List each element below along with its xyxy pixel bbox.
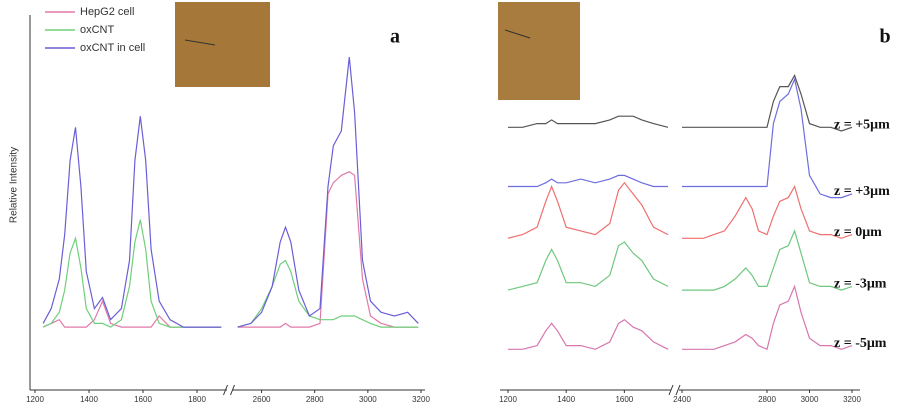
inset-detail [184, 39, 216, 46]
x-tick-label: 1200 [26, 395, 44, 404]
x-tick-label: 1400 [557, 395, 575, 404]
x-tick-label: 1400 [80, 395, 98, 404]
x-tick-label: 3000 [801, 395, 819, 404]
series-label: z = 0μm [834, 225, 882, 240]
panel-label: b [879, 26, 890, 48]
series-line [507, 181, 853, 239]
inset-micrograph [498, 2, 580, 100]
axis-break [668, 384, 681, 396]
series-line [507, 229, 853, 291]
x-tick-label: 3000 [359, 395, 377, 404]
inset-micrograph [175, 2, 270, 87]
x-tick-label: 1800 [188, 395, 206, 404]
x-tick-label: 2800 [306, 395, 324, 404]
x-tick-label: 3200 [843, 395, 861, 404]
series-label: z = +3μm [834, 184, 890, 199]
series-line [42, 219, 419, 328]
x-tick-label: 1600 [134, 395, 152, 404]
legend-label: oxCNT in cell [80, 42, 145, 54]
y-axis-label: Relative Intensity [9, 147, 20, 223]
x-tick-label: 3200 [412, 395, 430, 404]
series-label: z = -3μm [834, 277, 887, 292]
series-line [508, 284, 853, 351]
x-tick-label: 2600 [253, 395, 271, 404]
x-tick-label: 2800 [758, 395, 776, 404]
legend-label: oxCNT [80, 24, 115, 36]
legend-label: HepG2 cell [80, 6, 134, 18]
inset-detail [504, 29, 531, 39]
series-line [42, 56, 419, 328]
series-label: z = +5μm [834, 118, 890, 133]
x-tick-label: 2400 [673, 395, 691, 404]
x-tick-label: 1600 [615, 395, 633, 404]
panel-label: a [390, 26, 400, 48]
series-line [508, 77, 853, 199]
series-line [508, 74, 853, 132]
series-label: z = -5μm [834, 336, 887, 351]
axis-break [223, 384, 235, 396]
x-tick-label: 1200 [499, 395, 517, 404]
